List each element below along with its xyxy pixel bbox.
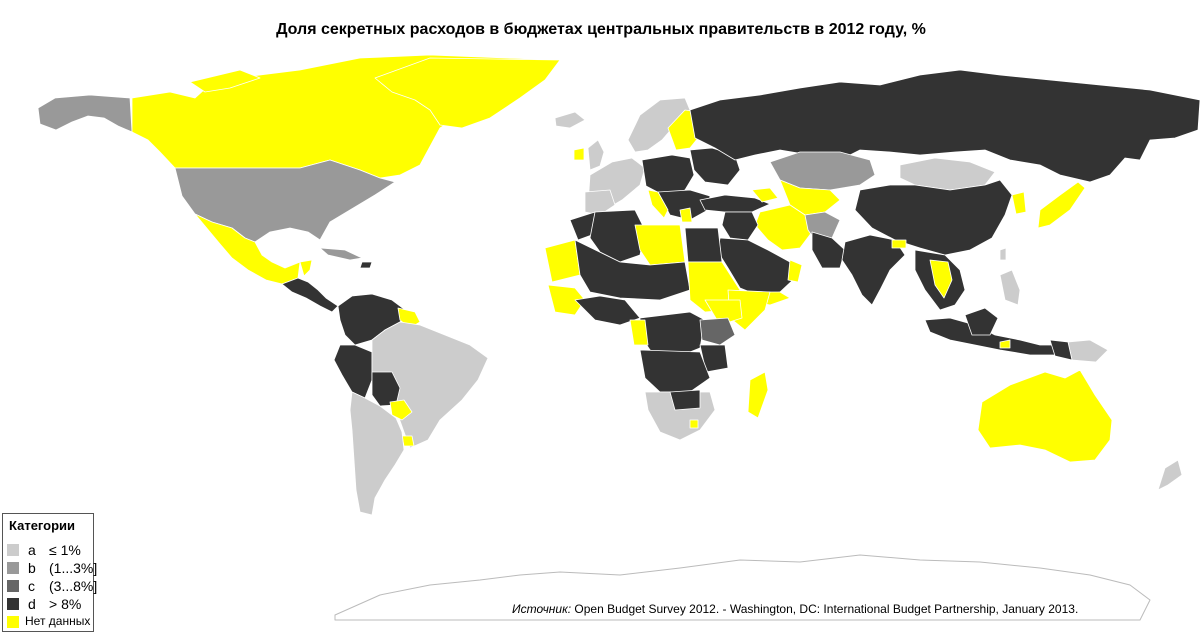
region-greenland xyxy=(374,57,561,129)
region-india xyxy=(841,234,906,306)
region-alaska xyxy=(37,94,133,133)
region-china xyxy=(854,179,1013,256)
legend-code: a xyxy=(28,542,36,558)
region-mexico xyxy=(194,213,301,285)
source-note: Источник: Open Budget Survey 2012. - Was… xyxy=(512,602,1078,616)
region-east-africa xyxy=(699,317,736,346)
region-paraguay xyxy=(389,399,413,421)
region-pakistan xyxy=(811,231,846,269)
source-prefix: Источник: xyxy=(512,602,572,616)
legend-swatch-b xyxy=(7,562,19,574)
region-madagascar xyxy=(747,371,769,419)
region-iraq-syria xyxy=(721,211,759,241)
region-oman xyxy=(787,259,803,283)
legend-range: ≤ 1% xyxy=(49,542,81,558)
region-gabon-cameroon xyxy=(629,319,649,346)
region-western-sahara-mauritania xyxy=(544,239,581,283)
region-sahel xyxy=(574,239,691,301)
legend-range: (3...8%] xyxy=(49,578,98,594)
region-bangladesh-nepal xyxy=(891,239,907,249)
region-iran xyxy=(754,204,813,251)
region-central-america-nodata xyxy=(299,259,313,277)
legend-code: b xyxy=(28,560,36,576)
region-turkey xyxy=(699,194,771,213)
region-canada-islands xyxy=(189,69,261,93)
region-caribbean-2 xyxy=(359,261,373,269)
legend-range: Нет данных xyxy=(25,614,91,628)
region-borneo xyxy=(964,307,999,336)
legend-code: c xyxy=(28,578,35,594)
region-ukraine-belarus xyxy=(689,147,741,186)
region-central-america xyxy=(281,277,339,313)
region-caribbean xyxy=(319,247,363,261)
legend-item-no-data: Нет данных xyxy=(6,614,96,631)
region-caucasus xyxy=(751,187,779,203)
region-angola-zambia xyxy=(639,349,711,393)
legend-range: (1...3%] xyxy=(49,560,98,576)
region-antarctica xyxy=(334,554,1151,621)
region-png-west xyxy=(1049,339,1073,361)
region-libya xyxy=(634,224,686,266)
region-egypt xyxy=(684,227,723,263)
region-ireland xyxy=(573,147,585,161)
region-west-africa-nodata xyxy=(547,284,586,316)
region-timor xyxy=(999,339,1011,349)
region-png xyxy=(1067,339,1109,363)
source-text: Open Budget Survey 2012. - Washington, D… xyxy=(571,602,1079,616)
region-australia xyxy=(977,369,1113,463)
legend-swatch-a xyxy=(7,544,19,556)
region-taiwan xyxy=(999,247,1007,261)
legend-item-d: d > 8% xyxy=(6,596,96,613)
region-peru xyxy=(333,344,373,399)
legend-range: > 8% xyxy=(49,596,82,612)
region-lesotho xyxy=(689,419,699,429)
region-thailand-laos xyxy=(929,259,953,299)
legend-item-c: c (3...8%] xyxy=(6,578,98,595)
region-philippines xyxy=(999,269,1021,306)
region-zimbabwe xyxy=(669,389,701,411)
region-korea xyxy=(1011,191,1027,215)
legend-code: d xyxy=(28,596,36,612)
region-chile-argentina xyxy=(349,391,405,516)
region-central-europe xyxy=(641,154,695,197)
legend-swatch-d xyxy=(7,598,19,610)
region-ethiopia xyxy=(704,299,743,326)
legend-item-a: a ≤ 1% xyxy=(6,542,96,559)
region-uruguay xyxy=(401,435,415,447)
region-japan xyxy=(1037,181,1086,229)
legend: Категории a ≤ 1% b (1...3%] c (3...8%] d… xyxy=(2,513,98,632)
region-algeria-west xyxy=(589,209,646,263)
map-title: Доля секретных расходов в бюджетах центр… xyxy=(276,21,926,38)
legend-item-b: b (1...3%] xyxy=(6,560,98,577)
region-italy xyxy=(647,189,669,219)
legend-swatch-c xyxy=(7,580,19,592)
legend-title: Категории xyxy=(9,518,76,533)
region-greece xyxy=(679,207,693,223)
region-new-zealand xyxy=(1157,459,1183,491)
region-uk xyxy=(587,139,605,171)
region-spain xyxy=(584,189,616,216)
region-iceland xyxy=(554,111,586,129)
legend-swatch-no-data xyxy=(7,616,19,628)
